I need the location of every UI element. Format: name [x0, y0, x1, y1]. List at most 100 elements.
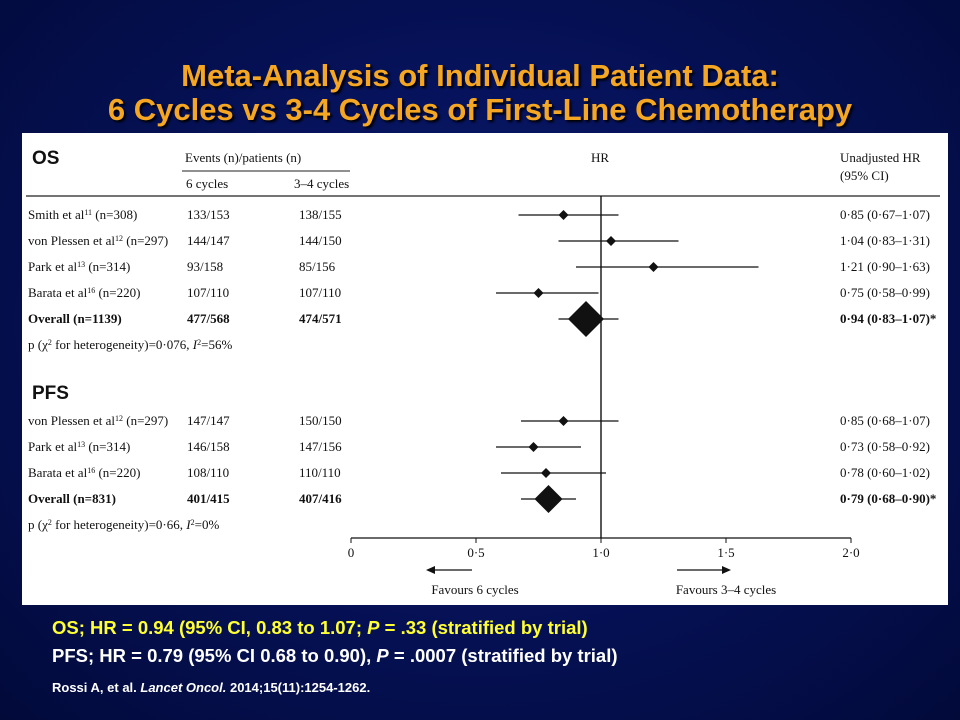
het-sup: 2 [48, 518, 52, 527]
hr-ci-text: 0·78 (0·60–1·02) [840, 465, 930, 480]
het-rest: =56% [201, 337, 232, 352]
study-reference: 12 [115, 234, 123, 243]
events-3-4-cycles: 85/156 [299, 259, 336, 274]
study-name: Barata et al [28, 465, 88, 480]
events-3-4-cycles: 138/155 [299, 207, 342, 222]
hr-point-marker [528, 442, 539, 452]
pfs-section-label: PFS [32, 383, 69, 404]
os-section-label: OS [32, 148, 59, 169]
events-header: Events (n)/patients (n) [185, 150, 301, 165]
study-name: von Plessen et al [28, 233, 115, 248]
hr-ci-text: 0·85 (0·67–1·07) [840, 207, 930, 222]
overall-events-6-cycles: 477/568 [187, 311, 230, 326]
hr-header: HR [591, 150, 609, 165]
forest-plot-panel: OS Events (n)/patients (n) 6 cycles 3–4 cyc… [22, 133, 948, 605]
study-label: Barata et al16 (n=220) [28, 285, 140, 300]
col-3-4-cycles-header: 3–4 cycles [294, 176, 349, 191]
hr-ci-text: 1·04 (0·83–1·31) [840, 233, 930, 248]
events-6-cycles: 144/147 [187, 233, 230, 248]
hr-ci-text: 0·73 (0·58–0·92) [840, 439, 930, 454]
overall-events-3-4-cycles: 407/416 [299, 491, 342, 506]
hr-point-marker [541, 468, 551, 478]
events-3-4-cycles: 150/150 [299, 413, 342, 428]
events-6-cycles: 108/110 [187, 465, 229, 480]
het-rest: =0% [195, 517, 220, 532]
overall-hr-ci-text: 0·94 (0·83–1·07)* [840, 311, 936, 326]
favours-6-cycles-label: Favours 6 cycles [431, 582, 518, 597]
hr-ci-text: 0·85 (0·68–1·07) [840, 413, 930, 428]
study-n: (n=297) [123, 233, 168, 248]
study-label: Park et al13 (n=314) [28, 259, 130, 274]
het-i2-sup: 2 [197, 338, 201, 347]
citation: Rossi A, et al. Lancet Oncol. 2014;15(11… [52, 680, 371, 695]
study-n: (n=308) [92, 207, 137, 222]
overall-label: Overall (n=1139) [28, 311, 122, 326]
x-tick-label: 1·5 [717, 545, 734, 560]
heterogeneity-text: p (χ2 for heterogeneity)=0·076, I2=56% [28, 337, 232, 352]
study-n: (n=220) [95, 465, 140, 480]
x-tick-label: 2·0 [842, 545, 859, 560]
heterogeneity-text: p (χ2 for heterogeneity)=0·66, I2=0% [28, 517, 219, 532]
favours-3-4-cycles-label: Favours 3–4 cycles [676, 582, 776, 597]
het-sup: 2 [48, 338, 52, 347]
study-label: Smith et al11 (n=308) [28, 207, 137, 222]
os-footnote: OS; HR = 0.94 (95% CI, 0.83 to 1.07; P =… [52, 617, 588, 638]
events-3-4-cycles: 147/156 [299, 439, 342, 454]
overall-events-3-4-cycles: 474/571 [299, 311, 342, 326]
study-n: (n=314) [85, 439, 130, 454]
events-3-4-cycles: 107/110 [299, 285, 341, 300]
overall-label: Overall (n=831) [28, 491, 116, 506]
slide-title-line2: 6 Cycles vs 3-4 Cycles of First-Line Che… [107, 92, 853, 127]
het-i2-sup: 2 [191, 518, 195, 527]
col-6-cycles-header: 6 cycles [186, 176, 228, 191]
het-mid: for heterogeneity)=0·66, [52, 517, 186, 532]
hr-ci-text: 0·75 (0·58–0·99) [840, 285, 930, 300]
study-name: Park et al [28, 439, 77, 454]
het-prefix: p (χ [28, 517, 48, 532]
hr-point-marker [648, 262, 659, 272]
overall-events-6-cycles: 401/415 [187, 491, 230, 506]
events-6-cycles: 107/110 [187, 285, 229, 300]
study-name: von Plessen et al [28, 413, 115, 428]
hr-point-marker [558, 210, 569, 220]
favours-right-arrowhead [722, 566, 731, 574]
pfs-footnote: PFS; HR = 0.79 (95% CI 0.68 to 0.90), P … [52, 645, 618, 666]
study-label: Barata et al16 (n=220) [28, 465, 140, 480]
study-reference: 13 [77, 260, 85, 269]
hr-point-marker [533, 288, 544, 298]
het-i2: I [185, 517, 191, 532]
study-reference: 13 [77, 440, 85, 449]
overall-hr-ci-text: 0·79 (0·68–0·90)* [840, 491, 936, 506]
study-n: (n=314) [85, 259, 130, 274]
x-tick-label: 1·0 [592, 545, 609, 560]
hr-point-marker [558, 416, 569, 426]
study-reference: 16 [87, 466, 95, 475]
study-label: Park et al13 (n=314) [28, 439, 130, 454]
slide-title-line1: Meta-Analysis of Individual Patient Data… [181, 58, 779, 93]
events-6-cycles: 93/158 [187, 259, 223, 274]
ci-header: (95% CI) [840, 168, 889, 183]
x-tick-label: 0 [348, 545, 355, 560]
study-name: Barata et al [28, 285, 88, 300]
hr-point-marker [606, 236, 616, 246]
unadjusted-hr-header: Unadjusted HR [840, 150, 921, 165]
study-n: (n=297) [123, 413, 168, 428]
study-label: von Plessen et al12 (n=297) [28, 413, 168, 428]
study-label: von Plessen et al12 (n=297) [28, 233, 168, 248]
overall-diamond [534, 485, 563, 513]
het-mid: for heterogeneity)=0·076, [52, 337, 193, 352]
events-6-cycles: 133/153 [187, 207, 230, 222]
study-reference: 12 [115, 414, 123, 423]
het-i2: I [192, 337, 198, 352]
events-3-4-cycles: 144/150 [299, 233, 342, 248]
forest-plot: OS Events (n)/patients (n) 6 cycles 3–4 cyc… [26, 148, 940, 597]
favours-left-arrowhead [426, 566, 435, 574]
events-6-cycles: 147/147 [187, 413, 230, 428]
het-prefix: p (χ [28, 337, 48, 352]
events-3-4-cycles: 110/110 [299, 465, 341, 480]
study-reference: 11 [84, 208, 92, 217]
overall-diamond [568, 301, 604, 337]
study-reference: 16 [87, 286, 95, 295]
events-6-cycles: 146/158 [187, 439, 230, 454]
x-tick-label: 0·5 [467, 545, 484, 560]
